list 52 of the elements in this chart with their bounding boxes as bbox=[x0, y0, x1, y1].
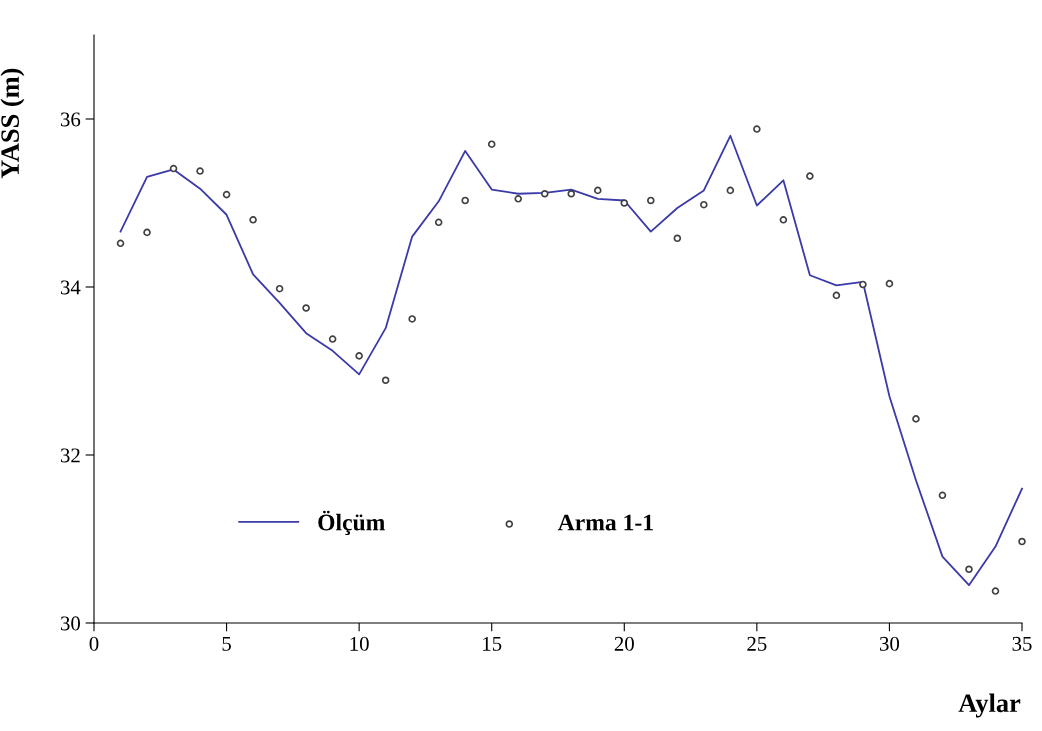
y-tick-label: 34 bbox=[60, 280, 81, 295]
x-tick-label: 30 bbox=[880, 636, 900, 651]
point bbox=[673, 234, 682, 243]
point bbox=[726, 186, 735, 195]
x-tick-label: 10 bbox=[350, 636, 369, 651]
point bbox=[434, 218, 443, 227]
x-tick-label: 20 bbox=[614, 636, 634, 651]
point bbox=[593, 186, 602, 195]
point bbox=[832, 291, 841, 300]
y-tick-label: 36 bbox=[60, 112, 81, 127]
legend-label: Ölçüm bbox=[318, 510, 385, 536]
point bbox=[328, 335, 337, 343]
point bbox=[567, 189, 576, 198]
point bbox=[806, 172, 814, 180]
legend-label: Arma 1-1 bbox=[557, 514, 653, 531]
point bbox=[408, 315, 416, 323]
x-tick-label: 15 bbox=[483, 636, 502, 651]
point bbox=[143, 228, 151, 237]
y-tick-label: 32 bbox=[60, 448, 80, 463]
point bbox=[700, 200, 708, 209]
point bbox=[965, 565, 973, 574]
x-tick-label: 5 bbox=[222, 637, 231, 651]
point bbox=[275, 284, 284, 293]
y-axis-title: YASS (m) bbox=[0, 68, 25, 179]
point bbox=[779, 216, 788, 224]
x-axis-title: Aylar bbox=[958, 693, 1021, 718]
point bbox=[461, 196, 469, 205]
point bbox=[169, 164, 178, 173]
point bbox=[514, 195, 523, 203]
point bbox=[116, 239, 125, 248]
point bbox=[540, 189, 549, 198]
point bbox=[487, 140, 496, 148]
point bbox=[753, 125, 761, 133]
x-tick-label: 0 bbox=[89, 636, 99, 651]
x-tick-label: 35 bbox=[1012, 636, 1032, 651]
point bbox=[249, 216, 257, 224]
point bbox=[885, 279, 894, 288]
line-series bbox=[119, 134, 1023, 587]
point bbox=[1018, 537, 1026, 546]
x-tick-label: 25 bbox=[747, 636, 767, 651]
point bbox=[196, 167, 204, 175]
point bbox=[620, 199, 629, 207]
point bbox=[938, 491, 947, 500]
point bbox=[381, 376, 390, 385]
point bbox=[302, 304, 310, 312]
point bbox=[647, 196, 655, 205]
point bbox=[991, 587, 1000, 595]
point bbox=[222, 190, 231, 199]
point bbox=[355, 352, 363, 360]
point bbox=[859, 280, 867, 289]
point bbox=[912, 415, 920, 423]
y-tick-label: 30 bbox=[60, 616, 81, 631]
